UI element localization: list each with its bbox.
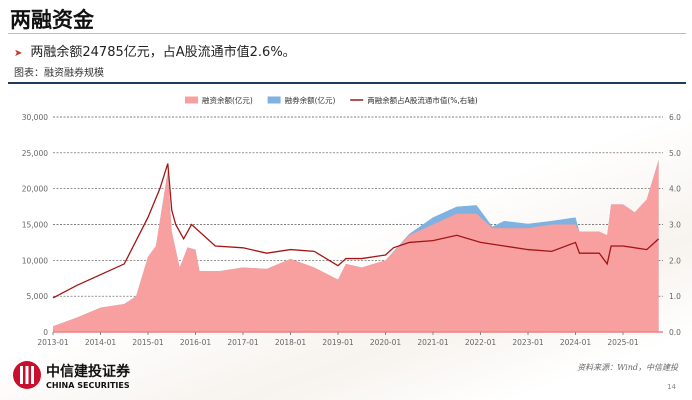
y-right-tick-label: 1.0 — [669, 292, 681, 301]
x-tick-label: 2024-01 — [560, 338, 592, 347]
chart-legend: 融资余额(亿元) 融券余额(亿元) 两融余额占A股流通市值(%,右轴) — [185, 95, 478, 105]
logo-text-cn: 中信建投证券 — [46, 363, 130, 380]
y-left-tick-label: 5,000 — [27, 292, 49, 301]
logo-emblem-icon — [13, 361, 41, 389]
y-right-tick-label: 5.0 — [669, 149, 681, 158]
company-logo: 中信建投证券 CHINA SECURITIES — [12, 360, 130, 390]
logo-text-en: CHINA SECURITIES — [46, 380, 130, 390]
ratio-line — [52, 163, 660, 299]
y-left-tick-label: 30,000 — [22, 113, 48, 122]
y-right-tick-label: 6.0 — [669, 113, 681, 122]
x-tick-label: 2015-01 — [132, 338, 164, 347]
x-tick-label: 2018-01 — [275, 338, 307, 347]
x-tick-label: 2022-01 — [465, 338, 497, 347]
y-left-tick-label: 15,000 — [22, 221, 48, 230]
legend-label: 融券余额(亿元) — [285, 95, 336, 105]
y-left-tick-label: 20,000 — [22, 185, 48, 194]
bullet-text: 两融余额24785亿元，占A股流通市值2.6%。 — [30, 45, 296, 60]
legend-swatch — [267, 96, 281, 104]
legend-label: 融资余额(亿元) — [202, 95, 253, 105]
page-number: 14 — [667, 383, 676, 391]
x-tick-label: 2021-01 — [417, 338, 449, 347]
x-tick-label: 2016-01 — [180, 338, 212, 347]
slide-title: 两融资金 — [10, 8, 94, 32]
title-divider — [8, 33, 686, 34]
bullet-point: ➤ 两融余额24785亿元，占A股流通市值2.6%。 — [14, 41, 296, 60]
caption-divider — [8, 82, 686, 84]
chart-caption: 图表：融资融券规模 — [14, 68, 104, 79]
x-tick-label: 2013-01 — [37, 338, 69, 347]
x-tick-label: 2017-01 — [227, 338, 259, 347]
y-right-tick-label: 2.0 — [669, 256, 681, 265]
x-tick-label: 2014-01 — [85, 338, 117, 347]
margin-trading-chart: 0 5,000 10,000 15,000 20,000 25,000 30,000 0.0 1… — [22, 95, 681, 347]
y-left-tick-label: 25,000 — [22, 149, 48, 158]
source-note: 资料来源：Wind，中信建投 — [577, 363, 678, 372]
y-right-tick-label: 4.0 — [669, 185, 681, 194]
x-tick-label: 2019-01 — [322, 338, 354, 347]
y-right-tick-label: 0.0 — [669, 328, 681, 337]
legend-swatch — [185, 96, 198, 104]
bullet-arrow-icon: ➤ — [14, 48, 23, 59]
y-right-tick-label: 3.0 — [669, 221, 681, 230]
margin-financing-area — [53, 160, 659, 332]
x-tick-label: 2023-01 — [512, 338, 544, 347]
x-tick-label: 2025-01 — [607, 338, 639, 347]
y-left-tick-label: 10,000 — [22, 256, 48, 265]
legend-label: 两融余额占A股流通市值(%,右轴) — [367, 95, 478, 105]
x-tick-label: 2020-01 — [370, 338, 402, 347]
y-left-tick-label: 0 — [43, 328, 48, 337]
